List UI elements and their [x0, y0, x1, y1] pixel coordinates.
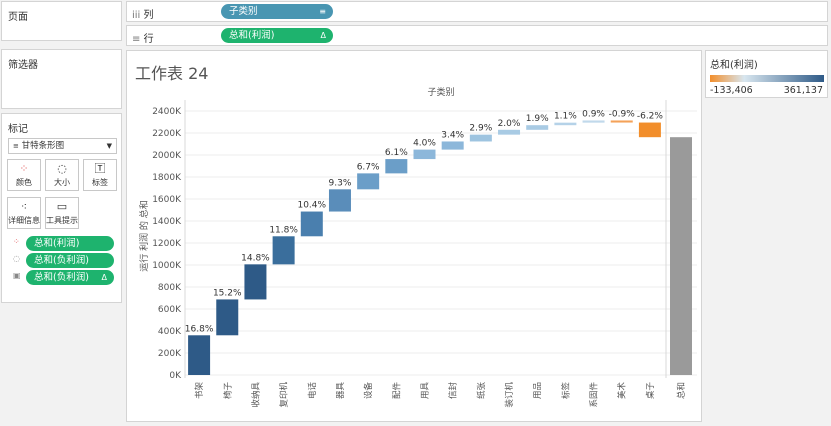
- marks-pill-size[interactable]: 总和(负利润): [26, 253, 114, 268]
- mark-type-select[interactable]: ≡ 甘特条形图 ▼: [8, 138, 117, 154]
- sheet-title: 工作表 24: [135, 64, 209, 83]
- text-t-icon: 🅃: [94, 162, 106, 175]
- rows-shelf-label: ≡ 行: [132, 34, 154, 45]
- tooltip-button[interactable]: ▭ 工具提示: [45, 197, 79, 229]
- columns-icon: iii: [132, 10, 141, 21]
- color-legend[interactable]: 总和(利润) -133,406 361,137: [705, 50, 828, 98]
- columns-pill[interactable]: 子类别 ≡: [221, 4, 333, 19]
- worksheet: 工作表 24: [126, 50, 702, 422]
- delta-icon: Δ: [320, 31, 326, 40]
- text-t-icon: ▣: [13, 271, 21, 280]
- filters-title: 筛选器: [8, 60, 38, 71]
- detail-dots-icon: ⁖: [20, 200, 28, 213]
- detail-button[interactable]: ⁖ 详细信息: [7, 197, 41, 229]
- chevron-down-icon: ▼: [106, 142, 112, 150]
- legend-title: 总和(利润): [710, 60, 758, 71]
- pages-title: 页面: [8, 12, 28, 23]
- tooltip-button-label: 工具提示: [46, 216, 78, 225]
- sort-icon: ≡: [319, 7, 326, 16]
- rows-icon: ≡: [132, 34, 141, 45]
- size-icon: ◌: [13, 254, 20, 263]
- marks-pill-label-shelf[interactable]: 总和(负利润) Δ: [26, 270, 114, 285]
- legend-min: -133,406: [710, 85, 753, 96]
- size-button-label: 大小: [54, 178, 70, 187]
- legend-gradient: [710, 75, 824, 82]
- gantt-icon: ≡: [13, 142, 19, 150]
- mark-type-value: 甘特条形图: [21, 141, 65, 151]
- columns-shelf-label: iii 列: [132, 10, 154, 21]
- marks-title: 标记: [8, 124, 28, 135]
- rows-pill[interactable]: 总和(利润) Δ: [221, 28, 333, 43]
- legend-max: 361,137: [783, 85, 823, 96]
- label-button-label: 标签: [92, 178, 108, 187]
- rows-pill-label: 总和(利润): [229, 30, 275, 41]
- columns-pill-label: 子类别: [229, 6, 258, 17]
- detail-button-label: 详细信息: [8, 216, 40, 225]
- color-dots-icon: ⁘: [13, 237, 20, 246]
- marks-pill-label: 总和(利润): [34, 238, 80, 249]
- color-button-label: 颜色: [16, 178, 32, 187]
- label-button[interactable]: 🅃 标签: [83, 159, 117, 191]
- tooltip-icon: ▭: [56, 200, 68, 213]
- marks-pill-label: 总和(负利润): [34, 272, 89, 283]
- pages-panel[interactable]: 页面: [1, 1, 122, 41]
- color-button[interactable]: ⁘ 颜色: [7, 159, 41, 191]
- delta-icon: Δ: [101, 273, 107, 282]
- marks-pill-color[interactable]: 总和(利润): [26, 236, 114, 251]
- marks-pill-label: 总和(负利润): [34, 255, 89, 266]
- filters-panel[interactable]: 筛选器: [1, 49, 122, 109]
- size-icon: ◌: [57, 162, 67, 175]
- size-button[interactable]: ◌ 大小: [45, 159, 79, 191]
- color-dots-icon: ⁘: [19, 162, 29, 175]
